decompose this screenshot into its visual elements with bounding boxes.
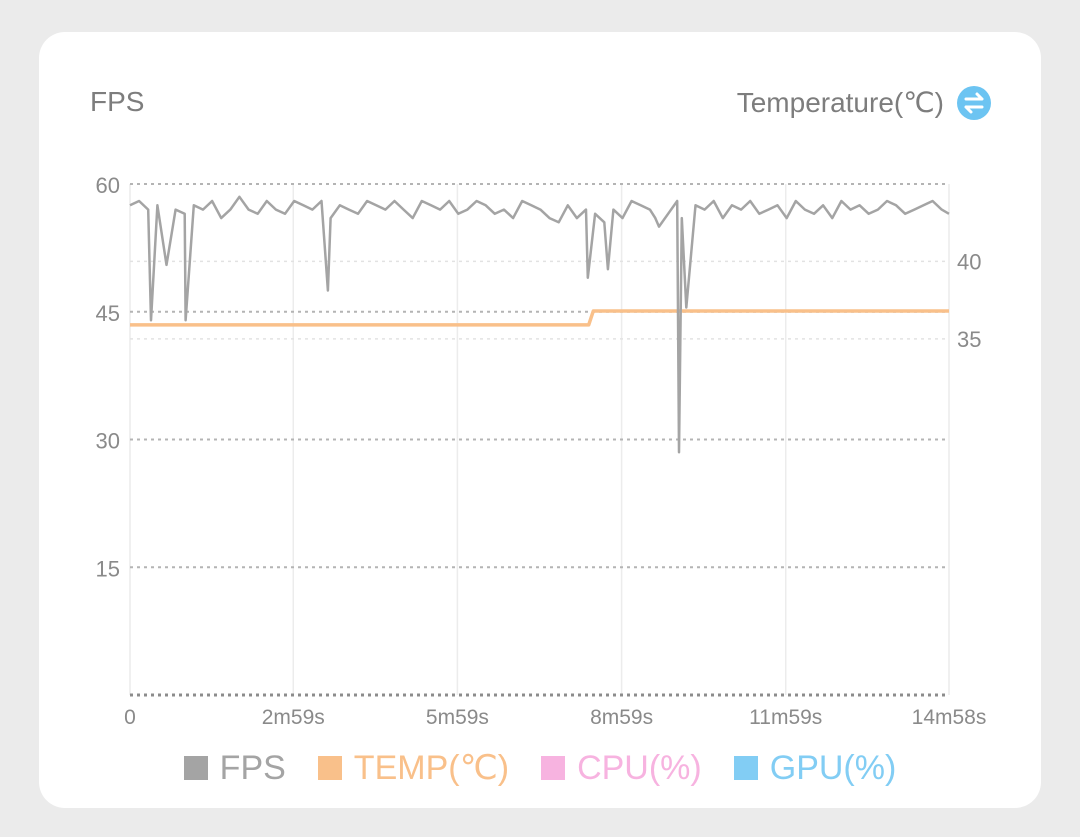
fps-series-line xyxy=(129,195,950,454)
legend-item-temp[interactable]: TEMP(℃) xyxy=(317,748,510,788)
legend-item-cpu[interactable]: CPU(%) xyxy=(541,748,702,788)
legend-label-fps: FPS xyxy=(219,748,286,787)
legend-swatch-temp xyxy=(317,756,342,780)
legend-item-fps[interactable]: FPS xyxy=(183,748,286,788)
legend-label-temp: TEMP(℃) xyxy=(353,749,510,787)
swap-arrows-icon[interactable] xyxy=(957,86,991,120)
y-left-tick-label: 60 xyxy=(96,173,120,198)
chart-legend: FPS TEMP(℃) CPU(%) GPU(%) xyxy=(0,748,1080,788)
legend-swatch-fps xyxy=(183,756,208,780)
y-right-tick-label: 35 xyxy=(957,327,981,352)
legend-label-gpu: GPU(%) xyxy=(769,748,897,787)
temp-series-line xyxy=(130,309,949,327)
y-left-tick-label: 15 xyxy=(96,556,120,581)
legend-swatch-gpu xyxy=(733,756,758,780)
legend-item-gpu[interactable]: GPU(%) xyxy=(733,748,897,788)
y-right-tick-label: 40 xyxy=(957,249,981,274)
x-tick-label: 0 xyxy=(124,706,136,729)
x-tick-label: 2m59s xyxy=(262,706,325,729)
x-tick-label: 14m58s xyxy=(912,706,987,729)
legend-swatch-cpu xyxy=(541,756,566,780)
left-axis-title: FPS xyxy=(90,86,145,117)
x-tick-label: 5m59s xyxy=(426,706,489,729)
x-tick-label: 11m59s xyxy=(749,706,822,729)
y-left-tick-label: 45 xyxy=(96,301,120,326)
legend-label-cpu: CPU(%) xyxy=(577,748,702,787)
x-tick-label: 8m59s xyxy=(590,706,653,729)
right-axis-title: Temperature(℃) xyxy=(736,87,944,118)
y-left-tick-label: 30 xyxy=(96,429,120,454)
chart-card xyxy=(39,32,1041,808)
